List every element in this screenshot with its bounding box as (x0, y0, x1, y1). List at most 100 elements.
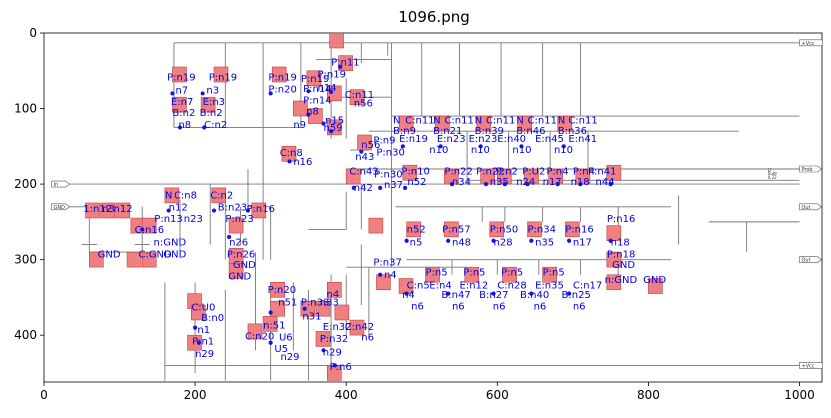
component-block (270, 282, 285, 298)
junction-dot (608, 238, 613, 243)
component-block (502, 266, 517, 283)
node-label: n16 (293, 157, 312, 168)
node-label: C:n11 (405, 116, 434, 127)
x-tick-label: 1000 (784, 388, 815, 402)
component-block (262, 316, 278, 332)
junction-dot (328, 89, 334, 95)
junction-dot (378, 185, 383, 190)
node-label: n52 (407, 224, 426, 235)
node-label: n6 (411, 302, 424, 313)
node-label: U6 (279, 332, 293, 343)
node-label: n12 (169, 203, 188, 214)
node-label: P:n57 (442, 224, 470, 235)
x-tick-label: 800 (637, 388, 660, 402)
junction-dot (608, 182, 613, 187)
port-terminal (799, 362, 822, 369)
component-block (406, 221, 421, 238)
node-label: C:n8 (280, 148, 303, 159)
port-terminal (51, 203, 71, 211)
node-label: C:n28 (497, 280, 526, 291)
node-label: C:n2 (204, 120, 227, 131)
node-label: P:n20 (268, 285, 296, 296)
node-label: B:n36 (558, 126, 587, 137)
component-block (141, 251, 157, 268)
component-block (357, 134, 372, 151)
node-label: P:n2 (496, 166, 518, 177)
node-label: P:n18 (607, 249, 635, 260)
junction-dot (561, 144, 566, 149)
node-label: n42 (354, 183, 373, 194)
junction-dot (306, 112, 311, 117)
component-block (315, 331, 331, 347)
node-label: n:GND (605, 275, 638, 286)
node-label: GND (612, 260, 635, 271)
node-label: P:n6 (330, 362, 352, 373)
node-label: B:n25 (562, 290, 591, 301)
node-label: n31 (302, 311, 321, 322)
component-block (606, 164, 622, 181)
node-label: P:n4 (573, 166, 595, 177)
component-block (606, 251, 622, 268)
x-tick-label: 0 (40, 388, 48, 402)
node-label: n3 (206, 85, 219, 96)
component-block (100, 202, 115, 219)
port-terminal (799, 165, 822, 173)
junction-dot (529, 238, 534, 243)
component-block (557, 115, 573, 132)
port-terminal (799, 203, 822, 211)
node-label: E:n12 (460, 280, 489, 291)
port-label: +Vcc (802, 41, 815, 47)
node-label: C:n11 (528, 116, 557, 127)
port-terminal (799, 256, 822, 263)
node-label: n43 (355, 152, 374, 163)
node-label: B:n2 (172, 108, 195, 119)
junction-dot (177, 125, 183, 130)
node-label: N (393, 116, 400, 127)
junction-dot (525, 182, 530, 187)
node-label: n7 (175, 85, 188, 96)
junction-dot (491, 238, 496, 243)
junction-dot (226, 234, 232, 240)
node-label: B:n9 (393, 126, 416, 137)
node-label: n6 (361, 332, 374, 343)
x-tick-label: 400 (335, 388, 358, 402)
junction-dot (446, 291, 451, 296)
junction-dot (519, 144, 524, 149)
junction-dot (287, 159, 292, 164)
component-block (89, 251, 104, 268)
node-label: n44 (596, 177, 615, 188)
node-label: GND (233, 260, 256, 271)
node-label: P:n11 (331, 57, 359, 68)
axes: 0 200 400 600 800 1000 0 100 200 300 400 (14, 26, 815, 402)
port-label: In (54, 182, 59, 188)
node-label: P:n22 (444, 166, 472, 177)
node-label: n4 (402, 290, 415, 301)
junction-dot (166, 208, 171, 213)
component-block (172, 96, 187, 113)
port-label: +Vcc (802, 363, 815, 369)
port-label: GND (54, 205, 66, 211)
y-tick-label: 200 (14, 177, 37, 191)
node-label: n23 (184, 214, 203, 225)
component-block (115, 202, 131, 219)
junction-dot (566, 238, 572, 243)
component-block (270, 300, 285, 317)
junction-dot (211, 208, 217, 213)
node-label: P:n14 (303, 84, 331, 95)
node-label: GND (163, 249, 186, 260)
node-label: n26 (229, 237, 248, 248)
node-label: n15 (325, 116, 344, 127)
y-tick-label: 0 (29, 26, 37, 40)
junction-dot (359, 149, 364, 154)
component-block (251, 202, 267, 219)
component-block (345, 168, 361, 185)
node-label: N (558, 116, 565, 127)
node-label: n29 (280, 352, 299, 363)
node-label: N (433, 116, 440, 127)
node-label: n:51 (263, 320, 285, 331)
node-label: n4 (384, 270, 397, 281)
plot-frame (43, 32, 823, 383)
node-label: n3 (102, 204, 115, 215)
junction-dot (483, 182, 489, 187)
